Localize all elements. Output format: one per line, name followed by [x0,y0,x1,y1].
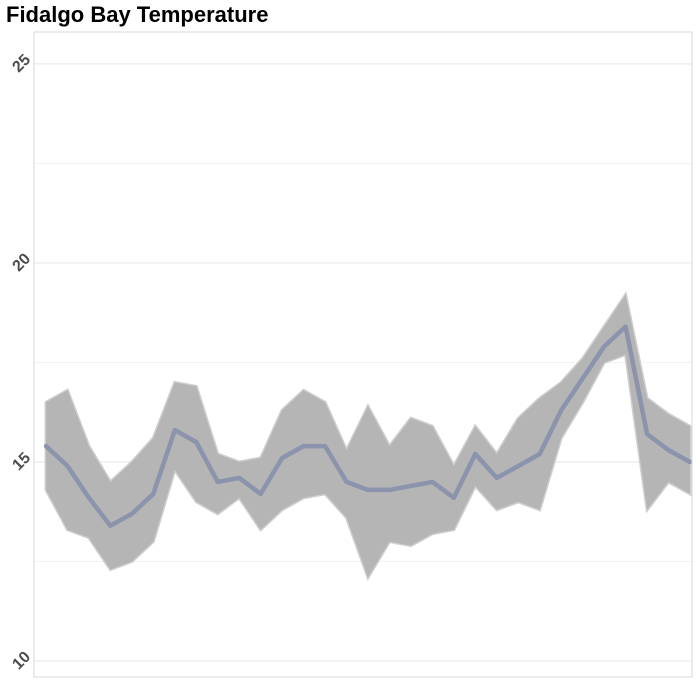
confidence-band [46,294,690,578]
y-tick-label: 20 [10,250,35,275]
y-tick-label: 25 [9,51,34,76]
plot-panel-border [33,31,693,678]
y-tick-label: 10 [9,649,34,674]
y-axis-ticks: 10 15 20 25 [9,51,34,673]
y-tick-label: 15 [9,449,34,474]
chart-title: Fidalgo Bay Temperature [6,2,269,27]
confidence-band-layer [44,291,692,581]
temperature-line-layer [43,324,692,528]
